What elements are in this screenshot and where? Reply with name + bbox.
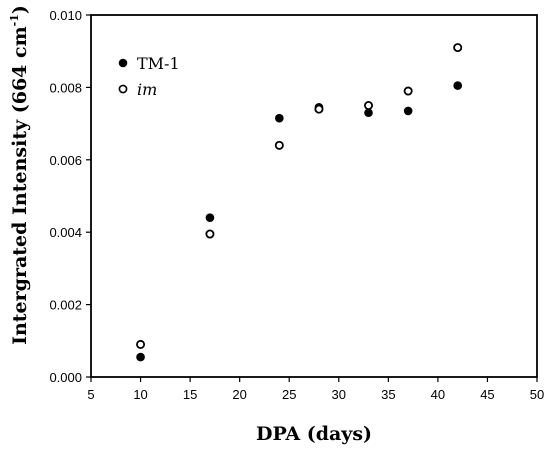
y-axis-title-superscript: -1: [8, 14, 21, 26]
x-tick-label: 50: [530, 387, 544, 402]
y-axis-title: Intergrated Intensity (664 cm-1): [8, 5, 31, 345]
x-tick-label: 25: [282, 387, 296, 402]
y-tick-label: 0.000: [49, 370, 82, 385]
y-tick-label: 0.004: [49, 225, 82, 240]
legend-label-im: im: [137, 80, 157, 99]
im-point: [136, 339, 146, 349]
im-point: [453, 43, 463, 53]
y-tick-label: 0.006: [49, 153, 82, 168]
im-point: [205, 229, 215, 239]
im-point: [364, 101, 374, 111]
x-tick-label: 40: [431, 387, 445, 402]
x-tick-label: 5: [87, 387, 94, 402]
x-tick-label: 45: [480, 387, 494, 402]
legend-label-tm1: TM-1: [137, 54, 180, 73]
y-tick-label: 0.010: [49, 8, 82, 23]
legend: TM-1 im: [118, 54, 180, 99]
y-axis: 0.000 0.002 0.004 0.006 0.008 0.010: [49, 8, 91, 385]
tm1-point: [364, 108, 373, 118]
data-points: [136, 43, 463, 362]
x-axis: 5 10 15 20 25 30 35 40 45 50: [87, 377, 544, 402]
x-tick-label: 10: [133, 387, 147, 402]
im-point: [314, 104, 324, 114]
im-point: [403, 86, 413, 96]
tm1-point: [403, 106, 413, 116]
x-axis-title: DPA (days): [256, 423, 372, 445]
tm1-point: [453, 81, 463, 90]
tm1-point: [136, 352, 145, 362]
tm1-point: [275, 113, 284, 123]
y-tick-label: 0.008: [49, 80, 82, 95]
tm1-point: [205, 213, 215, 223]
im-point: [274, 140, 284, 150]
legend-marker-im: [118, 84, 128, 94]
x-tick-label: 20: [232, 387, 246, 402]
plot-area: [90, 14, 538, 378]
x-tick-label: 35: [381, 387, 395, 402]
y-axis-title-close: ): [9, 5, 31, 14]
legend-marker-tm1: [118, 58, 128, 68]
x-tick-label: 30: [332, 387, 346, 402]
y-tick-label: 0.002: [49, 298, 82, 313]
x-tick-label: 15: [183, 387, 197, 402]
